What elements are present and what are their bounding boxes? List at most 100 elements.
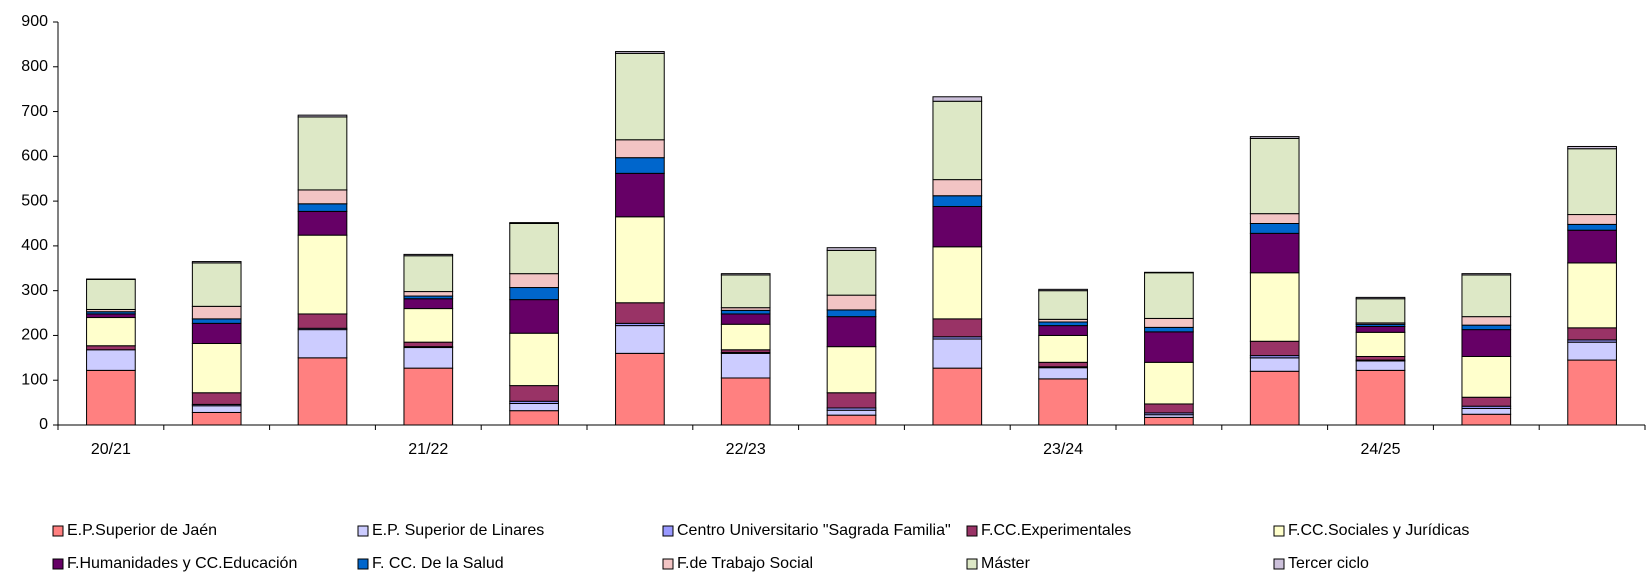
legend-label: E.P.Superior de Jaén: [67, 522, 217, 539]
bar-segment: [509, 223, 559, 275]
bar-segment: [1461, 274, 1512, 318]
bar-segment: [932, 100, 983, 181]
bar-segment: [1461, 396, 1512, 407]
bar-segment: [1461, 329, 1512, 357]
bar-segment: [1038, 334, 1088, 363]
bar-segment: [1461, 355, 1512, 398]
bar-segment: [615, 302, 665, 324]
bar-segment: [1355, 360, 1406, 371]
bar-segment: [615, 352, 665, 426]
bar-segment: [826, 414, 877, 426]
bar-segment: [1038, 361, 1088, 368]
y-tick-label: 500: [21, 192, 48, 209]
bar-segment: [1567, 262, 1617, 329]
bar-segment: [403, 291, 454, 297]
bar-segment: [1249, 340, 1300, 357]
y-tick-label: 300: [21, 282, 48, 299]
bar-segment: [932, 338, 983, 369]
y-tick-label: 700: [21, 103, 48, 120]
bar-segment: [403, 341, 454, 348]
bar-segment: [1567, 229, 1617, 264]
bar-segment: [509, 287, 559, 301]
bar-segment: [720, 313, 771, 325]
bar-segment: [1249, 223, 1300, 234]
bar-segment: [1567, 148, 1617, 216]
y-tick-label: 600: [21, 148, 48, 165]
legend-label: F.CC.Experimentales: [981, 522, 1131, 539]
bar-segment: [720, 352, 771, 379]
bar-segment: [1249, 213, 1300, 225]
bar-segment: [615, 51, 665, 54]
bar-segment: [1249, 370, 1300, 426]
bar-segment: [191, 343, 242, 394]
bar-segment: [1144, 326, 1194, 333]
bar-segment: [615, 172, 665, 218]
x-tick-label: 21/22: [408, 441, 448, 458]
bar-segment: [1038, 325, 1088, 336]
legend-label: F.de Trabajo Social: [677, 555, 813, 572]
bar-segment: [297, 189, 348, 205]
bar-segment: [615, 325, 665, 354]
x-tick-label: 23/24: [1043, 441, 1083, 458]
bar-segment: [403, 347, 454, 369]
legend-label: Centro Universitario "Sagrada Familia": [677, 522, 951, 539]
bar-segment: [615, 139, 665, 159]
bar-segment: [1038, 288, 1088, 292]
bar-segment: [932, 246, 983, 320]
bar-segment: [297, 116, 348, 191]
bar-segment: [509, 273, 559, 289]
bar-segment: [826, 309, 877, 318]
bar-segment: [1038, 290, 1088, 320]
bar-segment: [932, 205, 983, 248]
x-tick-label: 20/21: [91, 441, 131, 458]
bar-segment: [932, 96, 983, 102]
legend-swatch: [1273, 525, 1285, 537]
bar-segment: [509, 332, 559, 387]
bar-segment: [826, 247, 877, 251]
bar-segment: [1249, 137, 1300, 215]
legend-label: F.CC.Sociales y Jurídicas: [1288, 522, 1469, 539]
bar-segment: [826, 316, 877, 348]
bar-segment: [297, 234, 348, 315]
bar-segment: [1461, 273, 1512, 276]
bar-segment: [191, 322, 242, 345]
bar-segment: [191, 261, 242, 264]
bar-segment: [403, 255, 454, 293]
bar-segment: [1249, 136, 1300, 139]
bar-segment: [86, 317, 136, 347]
legend-swatch: [1273, 558, 1285, 570]
x-tick-label: 22/23: [726, 441, 766, 458]
bar-segment: [509, 410, 559, 426]
y-tick-label: 900: [21, 13, 48, 30]
legend-label: F.Humanidades y CC.Educación: [67, 555, 297, 572]
legend-swatch: [662, 525, 674, 537]
bar-segment: [403, 298, 454, 310]
bar-segment: [932, 195, 983, 207]
bar-segment: [297, 357, 348, 426]
legend-label: F. CC. De la Salud: [372, 555, 504, 572]
bar-segment: [86, 345, 136, 351]
bar-segment: [1567, 359, 1617, 426]
bar-segment: [720, 274, 771, 309]
bar-segment: [720, 377, 771, 426]
bar-segment: [932, 179, 983, 197]
legend-swatch: [357, 525, 369, 537]
bar-segment: [1144, 416, 1194, 426]
bar-segment: [86, 313, 136, 319]
bar-segment: [1461, 407, 1512, 415]
bar-segment: [86, 349, 136, 371]
bar-segment: [403, 253, 454, 257]
bar-segment: [1355, 331, 1406, 357]
bar-segment: [86, 278, 136, 310]
bar-segment: [1144, 403, 1194, 414]
bar-segment: [403, 367, 454, 426]
y-tick-label: 200: [21, 327, 48, 344]
bar-segment: [403, 308, 454, 343]
bar-segment: [1567, 327, 1617, 341]
bar-segment: [1355, 355, 1406, 361]
legend-swatch: [357, 558, 369, 570]
bar-segment: [1567, 223, 1617, 231]
bar-segment: [191, 262, 242, 307]
bar-segment: [1144, 331, 1194, 363]
